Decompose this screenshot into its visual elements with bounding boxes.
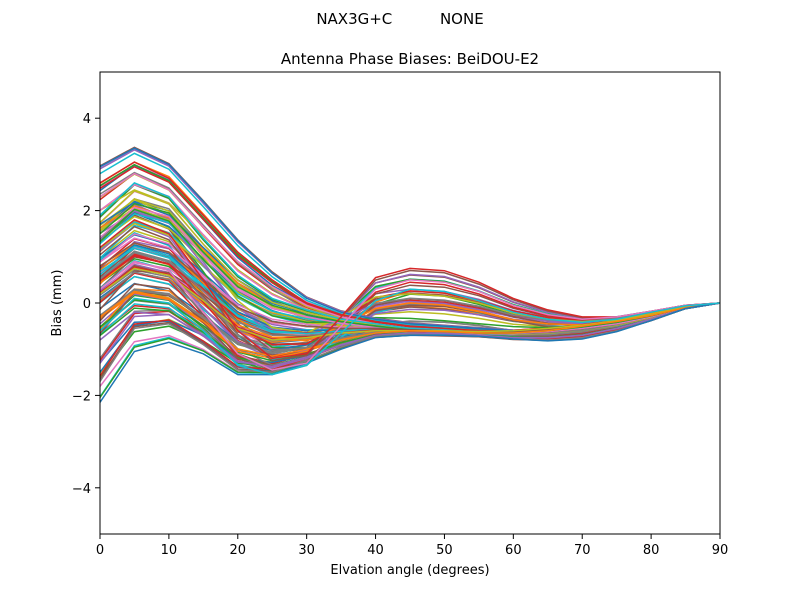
x-tick-label: 70 <box>574 543 591 558</box>
series-line-hump-2 <box>99 260 721 371</box>
x-tick-label: 0 <box>96 543 104 558</box>
y-tick-label: −2 <box>72 389 91 404</box>
y-tick-label: 0 <box>83 297 91 312</box>
figure-suptitle: NAX3G+C NONE <box>316 10 483 28</box>
x-tick-label: 90 <box>712 543 729 558</box>
y-tick-label: 2 <box>83 205 91 220</box>
series-line-hump-3 <box>99 288 721 376</box>
x-tick-label: 40 <box>367 543 384 558</box>
x-tick-label: 10 <box>161 543 178 558</box>
series-line-low-2 <box>99 302 721 382</box>
y-tick-label: −4 <box>72 482 91 497</box>
y-axis-label: Bias (mm) <box>50 270 65 337</box>
series-line-mid-3 <box>99 290 721 357</box>
series-line-low-3 <box>99 302 721 403</box>
series-lines <box>99 146 721 403</box>
series-line <box>99 251 721 351</box>
x-tick-label: 30 <box>298 543 315 558</box>
chart-title: Antenna Phase Biases: BeiDOU-E2 <box>281 50 539 68</box>
x-axis-label: Elvation angle (degrees) <box>330 563 489 578</box>
y-tick-label: 4 <box>83 112 91 127</box>
x-tick-label: 20 <box>230 543 247 558</box>
x-tick-label: 80 <box>643 543 660 558</box>
x-tick-label: 60 <box>505 543 522 558</box>
x-tick-label: 50 <box>436 543 453 558</box>
x-axis: 0 10 20 30 40 50 60 70 80 90 <box>96 534 728 558</box>
y-axis: −4 −2 0 2 4 <box>72 112 100 497</box>
series-line-low-1 <box>99 302 721 369</box>
